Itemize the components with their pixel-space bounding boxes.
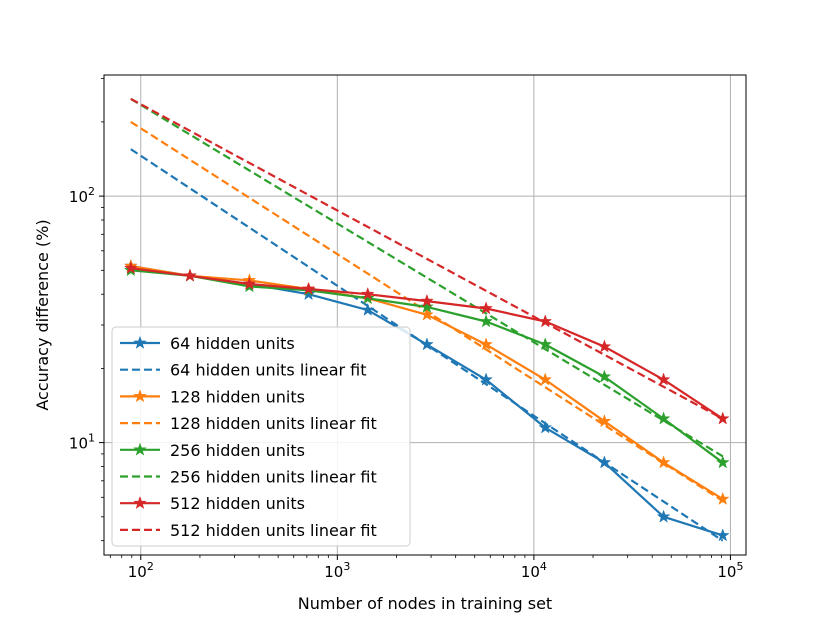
data-point xyxy=(301,286,316,301)
fit-line xyxy=(130,120,724,502)
legend-label: 128 hidden units xyxy=(170,387,305,406)
legend-entry: 64 hidden units xyxy=(120,334,295,353)
y-tick-label: 102 xyxy=(69,185,95,206)
legend-marker xyxy=(133,335,147,349)
data-point xyxy=(301,281,316,295)
fit-line xyxy=(130,148,724,542)
legend-marker xyxy=(133,442,147,456)
y-tick-label: 101 xyxy=(69,432,95,453)
x-tick-label: 103 xyxy=(324,560,350,581)
legend-entry: 256 hidden units xyxy=(120,441,305,460)
legend-entry: 64 hidden units linear fit xyxy=(120,361,367,380)
data-point xyxy=(479,372,493,386)
legend-label: 512 hidden units linear fit xyxy=(170,521,377,540)
legend-label: 256 hidden units linear fit xyxy=(170,468,377,487)
data-point xyxy=(123,260,138,275)
data-point xyxy=(538,420,553,434)
x-tick-label: 102 xyxy=(128,560,154,581)
plot-area xyxy=(123,97,730,542)
legend-entry: 512 hidden units linear fit xyxy=(120,521,377,540)
data-point xyxy=(420,299,434,313)
axis-ticks: 102 103 104 105 101 102 xyxy=(69,78,743,581)
legend-marker xyxy=(133,389,147,403)
legend-marker xyxy=(133,495,147,510)
x-tick-label: 104 xyxy=(521,560,547,581)
data-point xyxy=(656,509,671,523)
legend-label: 64 hidden units xyxy=(170,334,295,353)
data-point xyxy=(715,455,730,469)
legend-label: 256 hidden units xyxy=(170,441,305,460)
x-axis-label: Number of nodes in training set xyxy=(298,594,552,613)
fit-line xyxy=(130,97,724,420)
data-point xyxy=(538,314,553,328)
legend-entry: 256 hidden units linear fit xyxy=(120,468,377,487)
y-axis-label: Accuracy difference (%) xyxy=(33,219,52,410)
legend-entry: 128 hidden units linear fit xyxy=(120,414,377,433)
data-point xyxy=(479,314,493,328)
data-point xyxy=(538,372,553,386)
data-point xyxy=(242,276,257,290)
data-point xyxy=(360,291,375,305)
x-tick-label: 105 xyxy=(717,560,743,581)
data-point xyxy=(183,268,197,282)
data-point xyxy=(656,372,671,386)
legend-label: 128 hidden units linear fit xyxy=(170,414,377,433)
data-point xyxy=(715,528,730,542)
legend-label: 512 hidden units xyxy=(170,494,305,513)
series-3 xyxy=(123,97,730,425)
data-point xyxy=(538,337,553,351)
axes-frame xyxy=(103,74,747,556)
data-point xyxy=(597,369,612,383)
data-point xyxy=(360,286,375,301)
data-point xyxy=(479,301,493,315)
fit-line xyxy=(130,97,724,458)
legend-box xyxy=(111,326,411,547)
legend: 64 hidden units 64 hidden units linear fi… xyxy=(111,326,411,547)
data-point xyxy=(420,293,434,307)
data-point xyxy=(420,307,434,321)
legend-entry: 512 hidden units xyxy=(120,494,305,513)
legend-label: 64 hidden units linear fit xyxy=(170,361,367,380)
data-point xyxy=(479,337,493,351)
data-point xyxy=(597,339,612,353)
legend-entry: 128 hidden units xyxy=(120,387,305,406)
data-point xyxy=(597,414,612,428)
